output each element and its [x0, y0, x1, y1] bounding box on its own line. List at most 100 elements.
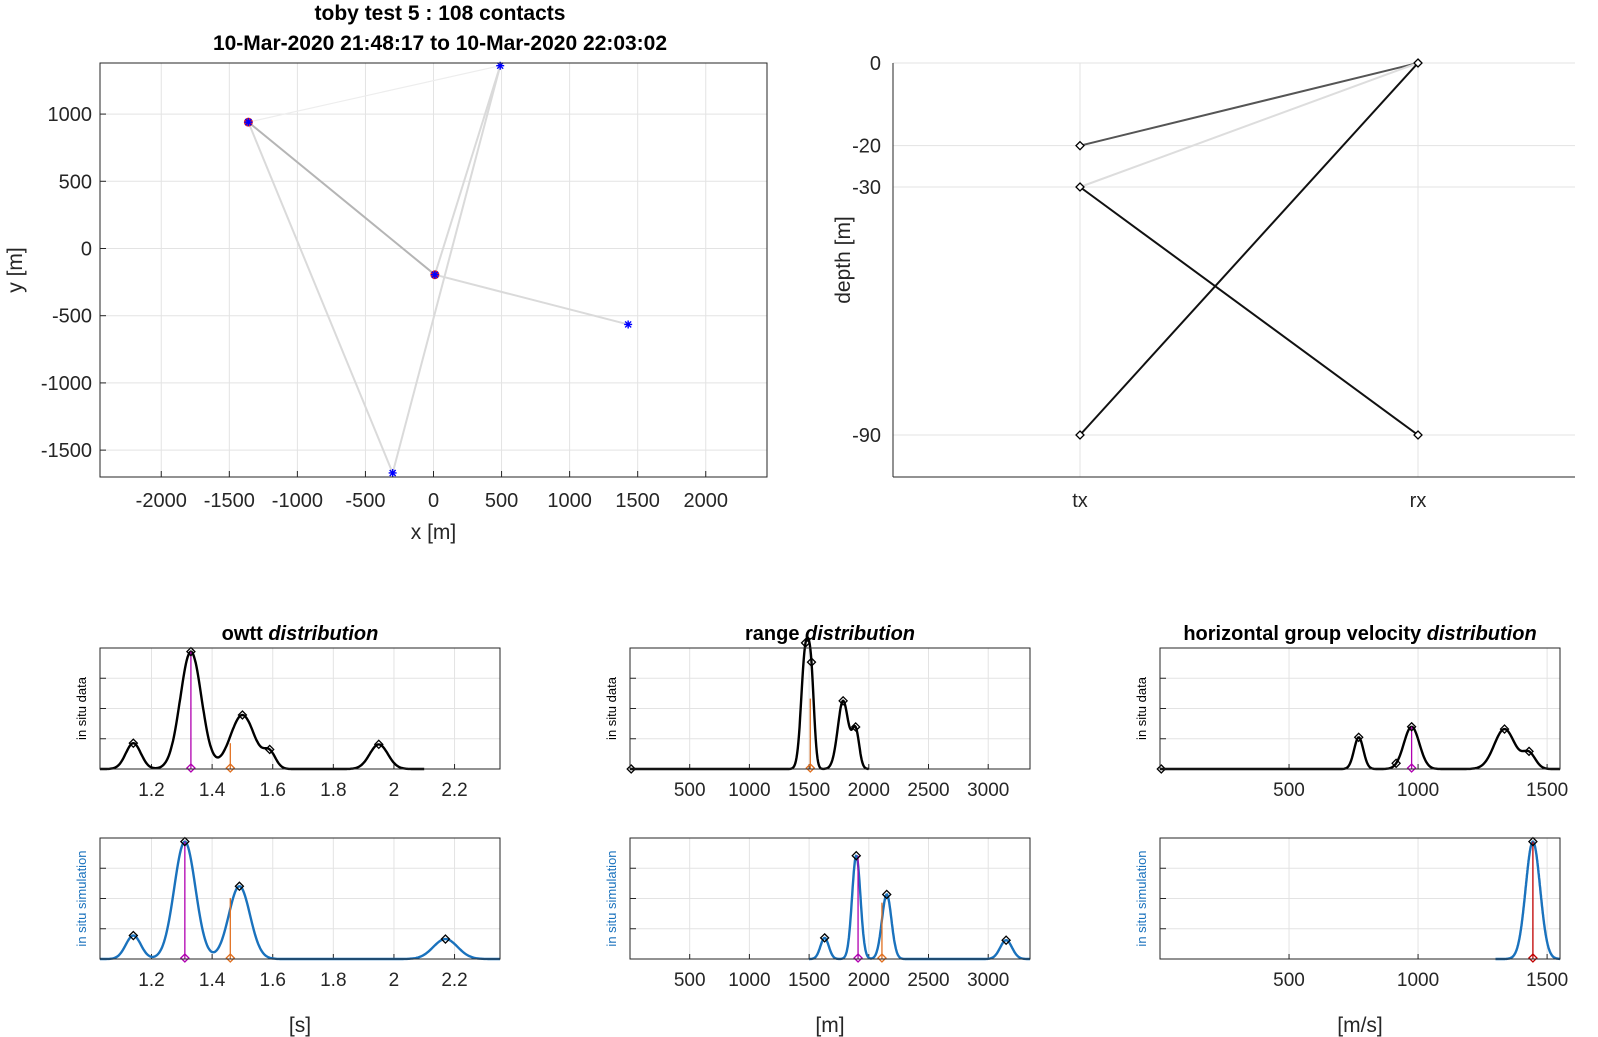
node-marker — [430, 270, 439, 279]
map-axes: -2000 -1500 -1000 -500 0 500 1000 1500 2000 -1500… — [4, 61, 768, 544]
peak-marker — [1001, 935, 1012, 946]
depth-marker — [1075, 140, 1085, 151]
x-axis-label: [m] — [815, 1014, 844, 1037]
plot-frame — [99, 62, 768, 478]
contact-link — [247, 121, 436, 276]
y-axis-label: in situ simulation — [1134, 850, 1149, 946]
plot-frame — [629, 837, 1031, 960]
peak-marker — [851, 850, 862, 861]
x-tick-label: -2000 — [136, 490, 187, 512]
peak-marker — [179, 836, 190, 847]
stat-stem-base — [805, 763, 816, 773]
depth-marker — [1413, 58, 1423, 68]
x-tick-label: 1500 — [788, 780, 830, 801]
velocity-distribution-axes: horizontal group velocity distribution 50… — [1134, 623, 1568, 1037]
peak-marker — [234, 881, 245, 892]
x-tick-label: 1500 — [615, 490, 660, 512]
x-tick-label: 500 — [674, 780, 706, 801]
peak-marker — [806, 657, 817, 668]
x-tick-label: 3000 — [967, 780, 1009, 801]
peak-marker — [838, 695, 849, 706]
contact-link — [433, 65, 502, 276]
peak-marker — [1524, 746, 1534, 757]
x-tick-label: 1.4 — [199, 970, 226, 991]
stat-stem-base — [225, 763, 236, 773]
node-marker — [624, 320, 633, 329]
depth-link — [1079, 62, 1419, 188]
peak-marker — [1156, 764, 1167, 774]
stat-stem-base — [1406, 763, 1417, 773]
panel-title-italic: distribution — [1427, 623, 1537, 645]
plot-frame — [99, 647, 501, 770]
panel-title-main: range — [745, 623, 805, 645]
y-tick-label: 500 — [59, 171, 92, 193]
contact-link — [247, 121, 394, 474]
y-axis-label: in situ simulation — [604, 850, 619, 946]
plot-frame — [1159, 837, 1561, 960]
node-marker — [244, 118, 253, 127]
panel-title: owtt distribution — [222, 623, 379, 645]
peak-marker — [373, 739, 384, 750]
x-tick-label: 1000 — [547, 490, 592, 512]
peak-marker — [264, 744, 275, 755]
owtt-distribution-axes: owtt distribution 1.2 1.4 1.6 1.8 2 2.2 in situ… — [74, 623, 501, 1037]
x-tick-label: tx — [1072, 490, 1088, 512]
peak-marker — [1527, 836, 1538, 847]
peak-marker — [237, 710, 248, 720]
x-tick-label: 500 — [1273, 970, 1305, 991]
x-tick-label: 1.6 — [260, 970, 286, 991]
x-tick-label: 3000 — [967, 970, 1009, 991]
x-tick-label: 2500 — [907, 780, 949, 801]
density-curve — [100, 650, 425, 771]
x-axis-label: [s] — [289, 1014, 311, 1037]
x-tick-label: 500 — [1273, 780, 1305, 801]
panel-title-main: horizontal group velocity — [1183, 623, 1426, 645]
panel-title: range distribution — [745, 623, 915, 645]
depth-marker — [1413, 430, 1423, 440]
x-tick-label: 1.8 — [320, 780, 346, 801]
x-tick-label: 1000 — [728, 970, 770, 991]
x-tick-label: -500 — [345, 490, 385, 512]
plot-frame — [99, 837, 501, 960]
stat-stem-base — [179, 953, 190, 963]
y-axis-label: depth [m] — [832, 216, 855, 304]
x-tick-label: 1000 — [1397, 970, 1439, 991]
x-tick-label: 500 — [674, 970, 706, 991]
contact-link — [248, 65, 501, 123]
x-tick-label: 2000 — [683, 490, 728, 512]
peak-marker — [185, 646, 196, 657]
x-tick-label: 2 — [389, 780, 400, 801]
x-tick-label: 0 — [428, 490, 439, 512]
figure-title-line2: 10-Mar-2020 21:48:17 to 10-Mar-2020 22:0… — [213, 32, 667, 55]
peak-marker — [626, 764, 637, 774]
x-tick-label: 2 — [389, 970, 400, 991]
y-tick-label: 1000 — [48, 104, 93, 126]
y-tick-label: -90 — [852, 425, 881, 447]
peak-marker — [1499, 724, 1510, 735]
peak-marker — [819, 932, 830, 943]
x-tick-label: 2000 — [848, 780, 890, 801]
x-tick-label: 1500 — [788, 970, 830, 991]
x-tick-label: 1000 — [1397, 780, 1439, 801]
y-axis-label: in situ data — [604, 676, 619, 740]
stat-stem-base — [877, 953, 887, 963]
x-tick-label: 1500 — [1526, 780, 1568, 801]
plot-background — [893, 63, 1575, 477]
x-axis-label: [m/s] — [1337, 1014, 1383, 1037]
node-marker — [496, 61, 505, 70]
x-axis-label: x [m] — [411, 521, 457, 544]
y-tick-label: -20 — [852, 136, 881, 158]
node-marker — [388, 468, 397, 477]
peak-marker — [1406, 721, 1417, 732]
x-tick-label: 2500 — [907, 970, 949, 991]
stat-stem-base — [1527, 953, 1538, 963]
y-axis-label: in situ data — [1134, 676, 1149, 740]
y-axis-label: in situ data — [74, 676, 89, 740]
contact-link — [391, 65, 502, 474]
stat-stem-base — [853, 953, 863, 963]
x-tick-label: 1.2 — [138, 970, 164, 991]
range-distribution-axes: range distribution 500 1000 1500 2000 2500 300… — [604, 623, 1031, 1037]
y-tick-label: -1000 — [41, 373, 92, 395]
x-tick-label: -1500 — [204, 490, 255, 512]
